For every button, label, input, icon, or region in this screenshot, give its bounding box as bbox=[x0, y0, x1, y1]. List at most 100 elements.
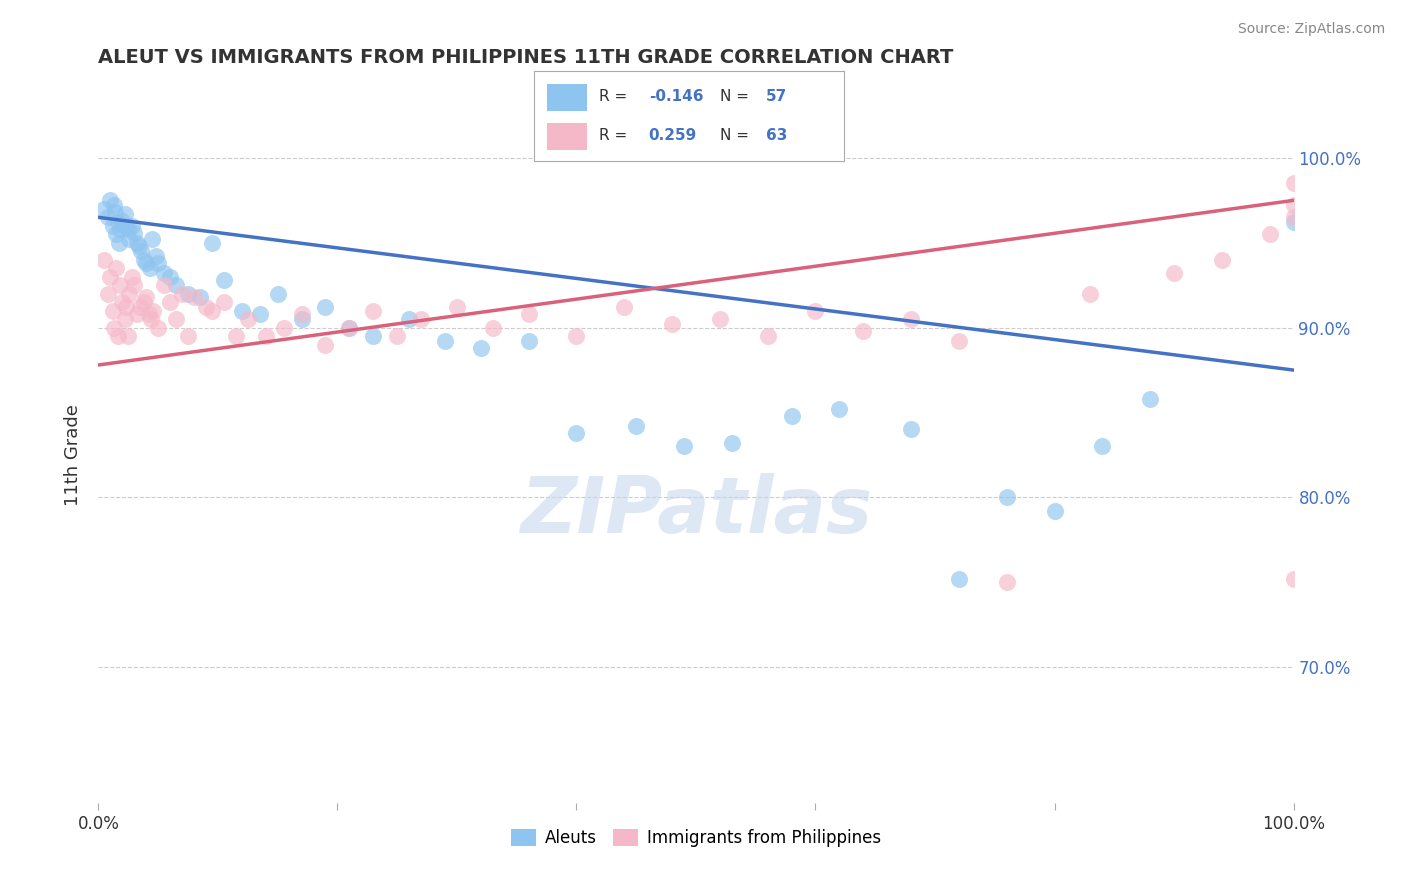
Point bbox=[105, 227, 128, 242]
Point bbox=[172, 286, 194, 301]
Point bbox=[1043, 504, 1066, 518]
Point bbox=[93, 252, 115, 267]
Point bbox=[128, 239, 150, 253]
Point bbox=[153, 266, 176, 280]
Point bbox=[212, 295, 235, 310]
Point bbox=[129, 300, 152, 314]
Point bbox=[201, 235, 224, 250]
Text: -0.146: -0.146 bbox=[648, 89, 703, 103]
Point bbox=[141, 232, 163, 246]
Point bbox=[139, 312, 162, 326]
Point bbox=[900, 422, 922, 436]
Point bbox=[363, 329, 385, 343]
Point bbox=[948, 334, 970, 349]
Point bbox=[131, 244, 153, 259]
Point bbox=[254, 329, 277, 343]
Point bbox=[107, 235, 129, 250]
Point bbox=[118, 286, 141, 301]
Point bbox=[565, 329, 588, 343]
Bar bbox=[547, 123, 586, 150]
Text: R =: R = bbox=[599, 128, 633, 143]
Point bbox=[673, 439, 696, 453]
Point bbox=[565, 425, 588, 440]
Point bbox=[121, 219, 143, 233]
Point bbox=[828, 402, 851, 417]
Point bbox=[756, 329, 779, 343]
Point bbox=[118, 232, 141, 246]
Point bbox=[103, 320, 125, 334]
Point bbox=[145, 249, 167, 263]
Point bbox=[481, 320, 505, 334]
Point bbox=[121, 269, 143, 284]
Point bbox=[446, 300, 468, 314]
Point bbox=[291, 307, 314, 321]
Point bbox=[93, 202, 115, 216]
Point bbox=[111, 295, 134, 310]
Point bbox=[1282, 215, 1305, 229]
Point bbox=[398, 312, 420, 326]
Point bbox=[124, 278, 146, 293]
Point bbox=[183, 290, 205, 304]
Point bbox=[98, 194, 122, 208]
Point bbox=[1282, 177, 1305, 191]
Point bbox=[103, 198, 125, 212]
Point bbox=[105, 261, 128, 276]
Point bbox=[115, 300, 138, 314]
Point bbox=[1091, 439, 1114, 453]
Point bbox=[125, 235, 148, 250]
Point bbox=[115, 219, 138, 233]
Point bbox=[1282, 572, 1305, 586]
Point bbox=[101, 219, 124, 233]
Point bbox=[107, 215, 129, 229]
Text: 63: 63 bbox=[766, 128, 787, 143]
Point bbox=[165, 312, 187, 326]
Text: 57: 57 bbox=[766, 89, 787, 103]
Legend: Aleuts, Immigrants from Philippines: Aleuts, Immigrants from Philippines bbox=[505, 822, 887, 854]
Point bbox=[804, 303, 827, 318]
Point bbox=[315, 337, 337, 351]
Point bbox=[201, 303, 224, 318]
Point bbox=[135, 290, 157, 304]
Point bbox=[114, 207, 136, 221]
Point bbox=[1211, 252, 1233, 267]
Point bbox=[111, 213, 134, 227]
Point bbox=[411, 312, 433, 326]
Point bbox=[470, 341, 492, 355]
Point bbox=[249, 307, 271, 321]
Point bbox=[721, 436, 744, 450]
Point bbox=[517, 307, 540, 321]
Text: ZIPatlas: ZIPatlas bbox=[520, 473, 872, 549]
Point bbox=[225, 329, 247, 343]
Point bbox=[108, 222, 131, 236]
Point bbox=[117, 222, 139, 236]
Point bbox=[177, 286, 200, 301]
Point bbox=[98, 269, 122, 284]
Point bbox=[101, 303, 124, 318]
Point bbox=[125, 307, 148, 321]
Point bbox=[97, 211, 120, 225]
Point bbox=[780, 409, 803, 423]
Point bbox=[273, 320, 295, 334]
Point bbox=[159, 269, 181, 284]
Point bbox=[117, 329, 139, 343]
Text: 0.259: 0.259 bbox=[648, 128, 697, 143]
Text: N =: N = bbox=[720, 128, 754, 143]
Point bbox=[107, 329, 129, 343]
Point bbox=[142, 303, 165, 318]
Point bbox=[104, 205, 127, 219]
Point bbox=[135, 256, 157, 270]
Point bbox=[188, 290, 211, 304]
Point bbox=[385, 329, 409, 343]
Point bbox=[291, 312, 314, 326]
Point bbox=[517, 334, 540, 349]
Point bbox=[900, 312, 922, 326]
Point bbox=[709, 312, 731, 326]
Point bbox=[1258, 227, 1281, 242]
Point bbox=[148, 320, 170, 334]
Point bbox=[661, 318, 683, 332]
Point bbox=[315, 300, 337, 314]
Point bbox=[852, 324, 875, 338]
Point bbox=[995, 575, 1018, 590]
Point bbox=[231, 303, 253, 318]
Point bbox=[1080, 286, 1102, 301]
